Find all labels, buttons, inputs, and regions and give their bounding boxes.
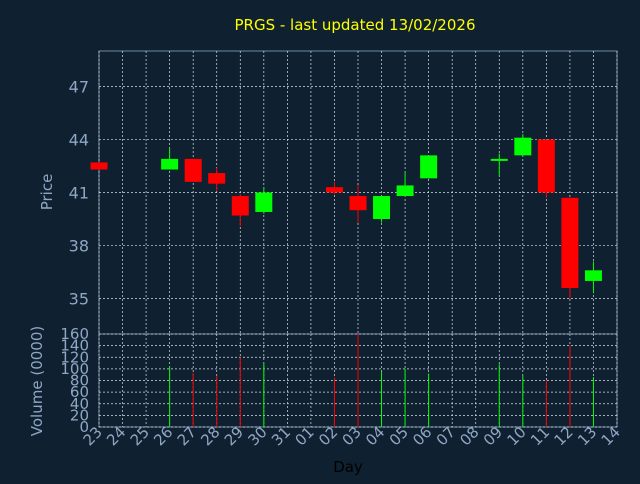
candle-body	[490, 158, 508, 161]
volume-tick-label: 60	[70, 383, 89, 401]
candle-body	[90, 162, 108, 170]
candle-body	[184, 158, 202, 182]
volume-tick-label: 140	[60, 337, 89, 355]
price-tick-label: 41	[69, 184, 89, 203]
volume-tick-label: 80	[70, 372, 89, 390]
candle-body	[561, 197, 579, 289]
volume-bars-layer	[169, 334, 594, 427]
candle-body	[420, 155, 438, 179]
candle-body	[373, 196, 391, 220]
x-axis-label: Day	[333, 458, 363, 476]
price-tick-label: 38	[69, 237, 89, 256]
volume-tick-label: 20	[70, 406, 89, 424]
chart-title: PRGS - last updated 13/02/2026	[235, 16, 476, 34]
candle-body	[325, 187, 343, 193]
volume-tick-label: 160	[60, 325, 89, 343]
candle-body	[231, 196, 249, 216]
volume-tick-label: 0	[79, 418, 89, 436]
volume-tick-label: 120	[60, 348, 89, 366]
candle-body	[349, 196, 367, 211]
candle-body	[584, 270, 602, 281]
candle-body	[537, 139, 555, 193]
candle-body	[514, 137, 532, 156]
price-axis-label: Price	[38, 174, 56, 211]
volume-tick-label: 40	[70, 395, 89, 413]
candles-layer	[90, 134, 602, 299]
candle-body	[255, 192, 273, 212]
price-tick-label: 47	[69, 77, 89, 96]
x-axis: 2324252627282930310102030405060708091011…	[80, 423, 624, 449]
volume-axis-label: Volume (0000)	[28, 326, 46, 436]
volume-tick-label: 100	[60, 360, 89, 378]
candle-body	[161, 158, 179, 170]
price-tick-label: 44	[69, 130, 89, 149]
candle-body	[396, 185, 414, 197]
candle-body	[208, 173, 226, 184]
price-tick-label: 35	[69, 290, 89, 309]
